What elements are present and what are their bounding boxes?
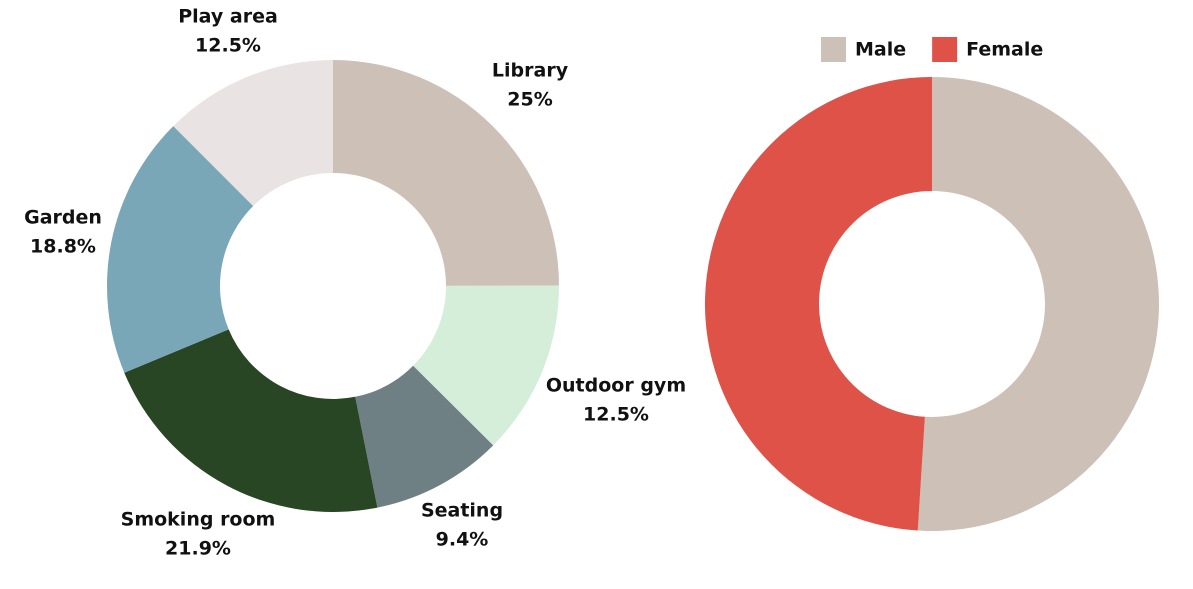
legend-label: Male	[855, 39, 906, 61]
slice-label: Smoking room	[121, 509, 276, 531]
slice-label: Library	[492, 60, 569, 82]
slice-value: 12.5%	[583, 404, 649, 426]
slice-label: Play area	[178, 6, 278, 28]
slice-label: Seating	[421, 500, 503, 522]
slice-value: 18.8%	[30, 236, 96, 258]
slice-value: 25%	[507, 89, 552, 111]
slice	[355, 365, 494, 508]
slice-value: 12.5%	[195, 35, 261, 57]
slice	[173, 60, 333, 207]
slice	[106, 126, 254, 373]
slice	[413, 285, 559, 446]
legend-swatch	[932, 37, 958, 62]
slice	[124, 329, 378, 512]
slice-label: Garden	[24, 207, 102, 229]
legend-label: Female	[966, 39, 1043, 61]
slice	[917, 77, 1160, 532]
slice	[333, 60, 559, 286]
legend-swatch	[821, 37, 846, 62]
slice	[705, 77, 932, 531]
slice-value: 9.4%	[436, 529, 489, 551]
slice-label: Outdoor gym	[546, 375, 686, 397]
slice-value: 21.9%	[165, 538, 231, 560]
